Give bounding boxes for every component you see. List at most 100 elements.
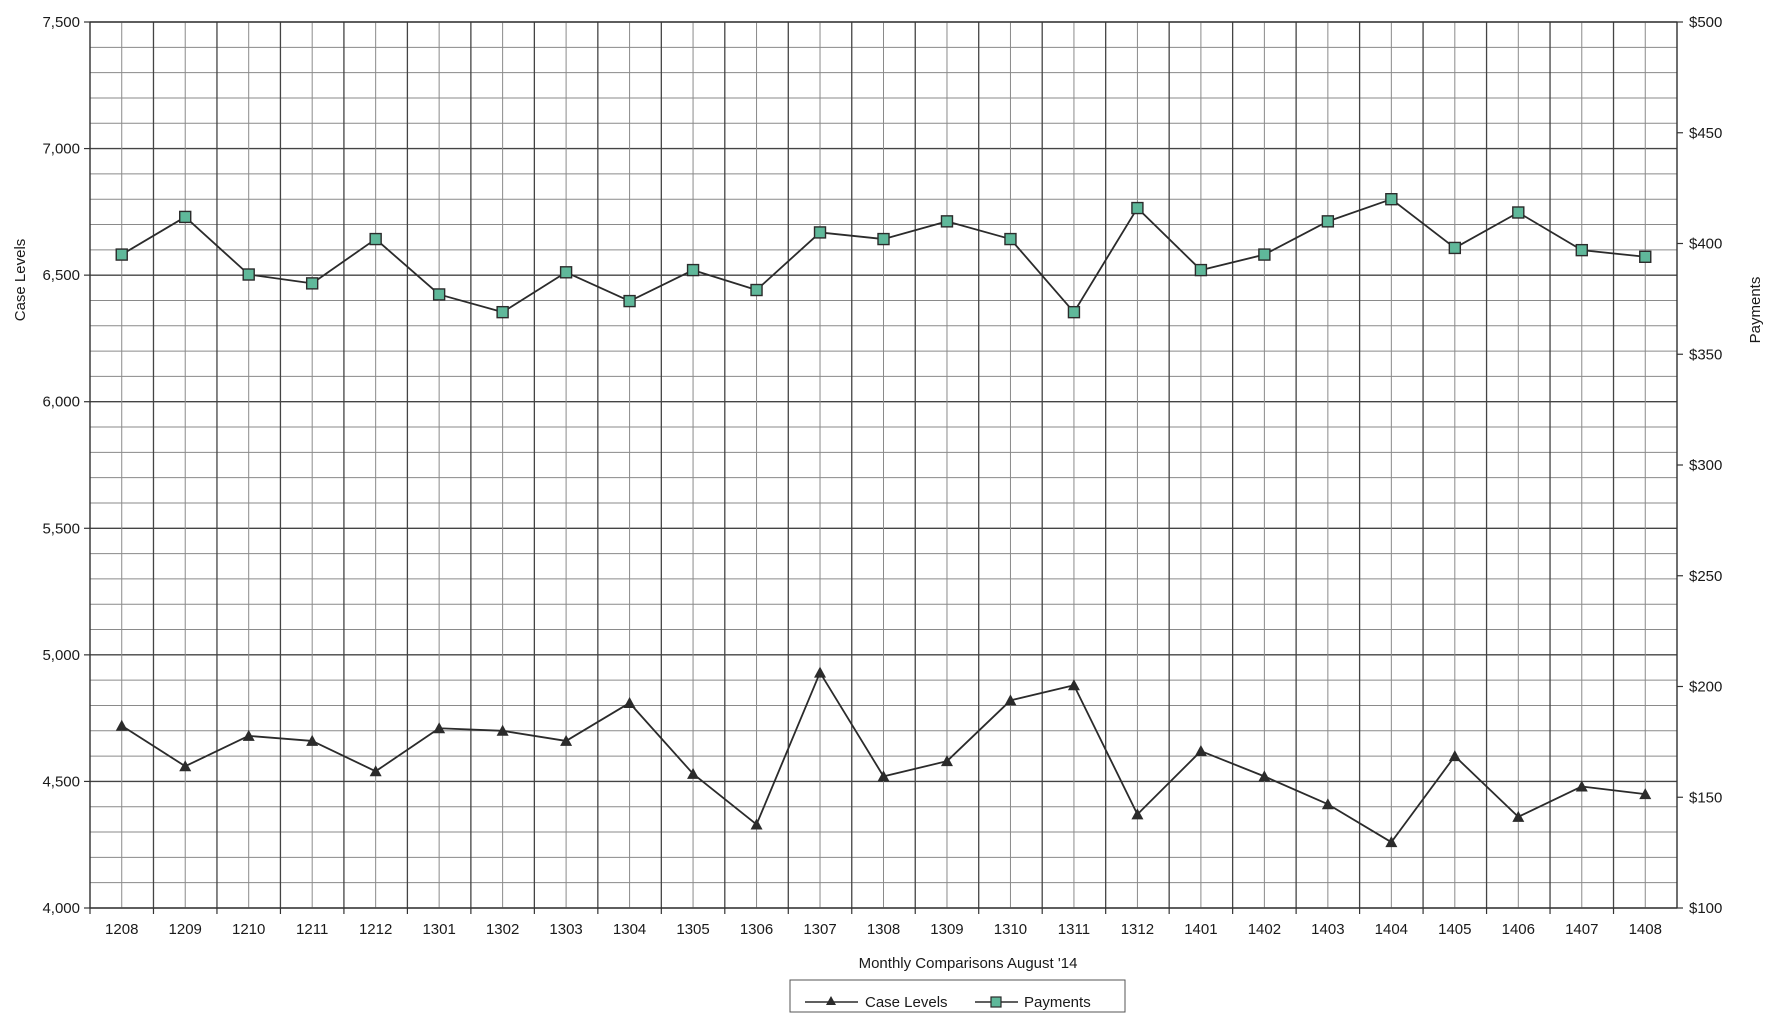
left-axis-ticks: 4,000 4,500 5,000 5,500 6,000 6,500 7,000 7,500 [42,14,90,917]
right-tick-label: $300 [1689,457,1722,474]
data-point-payments [813,226,827,239]
left-tick-label: 6,000 [42,394,80,411]
x-tick-label: 1306 [740,921,773,938]
left-tick-label: 5,500 [42,520,80,537]
data-point-payments [1258,248,1271,261]
data-point-case-levels [1131,808,1144,820]
x-tick-label: 1211 [296,921,328,938]
right-tick-label: $400 [1689,236,1722,253]
x-tick-label: 1210 [232,921,265,938]
x-tick-label: 1305 [676,921,709,938]
legend-case-levels-label: Case Levels [865,994,948,1011]
right-tick-label: $450 [1689,125,1722,142]
data-point-case-levels [115,719,128,731]
data-point-payments [1385,192,1398,206]
data-point-case-levels [623,696,636,708]
left-tick-label: 7,500 [42,14,80,31]
right-tick-label: $150 [1689,789,1722,806]
x-tick-label: 1312 [1121,921,1154,938]
x-tick-label: 1408 [1629,921,1662,938]
data-point-case-levels [750,818,763,830]
right-tick-label: $350 [1689,346,1722,363]
data-point-case-levels [1258,770,1271,782]
left-tick-label: 5,000 [42,647,80,664]
right-tick-label: $200 [1689,679,1722,696]
data-point-case-levels [687,767,700,779]
legend-box [789,979,1126,1013]
x-axis-ticks: 1208 1209 1210 1211 1212 1301 1302 1303 1304 1305… [89,908,1662,938]
data-point-case-levels [1004,694,1017,706]
right-axis-title: Payments [1747,277,1764,344]
data-point-case-levels [1067,679,1080,691]
data-point-case-levels [1321,798,1334,810]
data-point-payments [305,277,319,290]
data-point-case-levels [179,760,192,772]
data-point-payments [369,232,382,246]
x-tick-label: 1405 [1438,921,1471,938]
data-point-payments [432,288,446,301]
x-tick-label: 1402 [1248,921,1281,938]
data-point-case-levels [1385,836,1398,848]
data-point-payments [1004,232,1017,246]
data-point-case-levels [1512,810,1525,822]
x-tick-label: 1208 [105,921,138,938]
x-tick-label: 1406 [1502,921,1535,938]
x-tick-label: 1311 [1058,921,1090,938]
x-tick-label: 1403 [1311,921,1344,938]
right-axis-ticks: $100 $150 $200 $250 $300 $350 $400 $450 $500 [1677,14,1722,917]
left-tick-label: 7,000 [42,141,80,158]
x-tick-label: 1310 [994,921,1027,938]
data-point-case-levels [560,734,573,746]
x-tick-label: 1301 [422,921,455,938]
data-point-payments [179,210,192,224]
data-point-case-levels [496,724,509,736]
data-point-case-levels [242,729,255,741]
data-point-case-levels [1194,745,1207,757]
data-point-payments [1194,263,1208,277]
grid [89,21,1678,909]
x-tick-label: 1304 [613,921,646,938]
x-tick-label: 1307 [803,921,836,938]
data-point-payments [1131,201,1144,215]
data-point-case-levels [369,765,382,777]
x-tick-label: 1407 [1565,921,1598,938]
legend-payments-marker [990,996,1002,1008]
data-point-case-levels [433,722,446,734]
data-point-case-levels [1575,780,1588,792]
data-point-payments [1448,241,1462,255]
data-point-payments [623,294,636,308]
x-tick-label: 1309 [930,921,963,938]
data-point-case-levels [1448,750,1461,762]
data-point-payments [877,232,890,246]
x-tick-label: 1303 [549,921,582,938]
data-point-case-levels [940,755,953,767]
data-point-payments [750,283,763,297]
left-axis-title: Case Levels [12,239,29,322]
legend-case-levels-marker [826,996,836,1005]
x-tick-label: 1308 [867,921,900,938]
data-point-payments [940,215,954,228]
legend-payments-label: Payments [1024,994,1091,1011]
right-tick-label: $250 [1689,568,1722,585]
data-point-payments [686,263,700,277]
data-point-case-levels [306,734,319,746]
right-tick-label: $100 [1689,900,1722,917]
data-point-payments [1321,215,1335,228]
series-layer [115,192,1652,848]
x-tick-label: 1401 [1184,921,1217,938]
data-point-payments [1575,243,1588,257]
x-tick-label: 1209 [169,921,202,938]
left-tick-label: 6,500 [42,267,80,284]
data-point-payments [1067,305,1081,319]
x-tick-label: 1404 [1375,921,1408,938]
legend: Case Levels Payments [789,979,1126,1013]
data-point-case-levels [1639,788,1652,800]
data-point-payments [496,305,509,319]
x-tick-label: 1212 [359,921,392,938]
x-axis-title: Monthly Comparisons August '14 [859,955,1078,972]
data-point-payments [1512,206,1525,219]
data-point-payments [242,268,255,281]
data-point-payments [559,266,573,279]
data-point-payments [1639,250,1652,263]
data-point-case-levels [877,770,890,782]
